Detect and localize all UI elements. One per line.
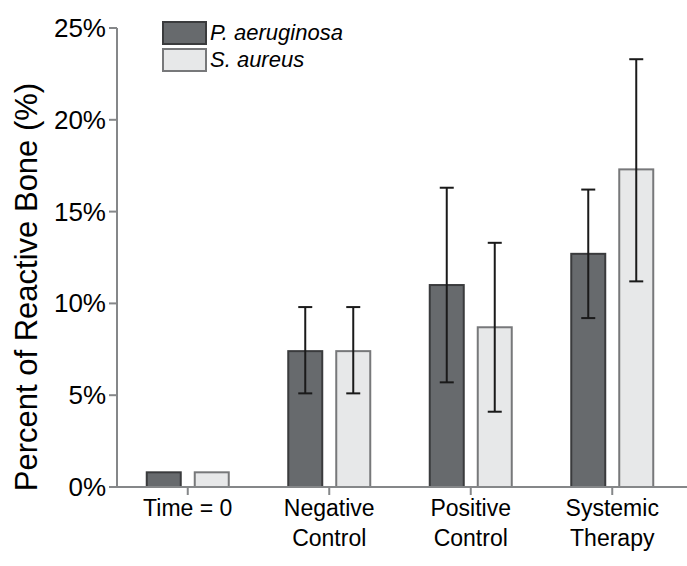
legend-label-p-aeruginosa: P. aeruginosa <box>210 22 343 44</box>
x-category-label-3-line-1: Therapy <box>570 525 655 551</box>
y-tick-label-5: 25% <box>54 13 106 43</box>
chart-canvas: 0% 5% 10% 15% 20% 25% Time = 0 Negative Control P… <box>0 0 687 566</box>
x-category-label-1-line-0: Negative <box>284 495 375 521</box>
x-category-label-0-line-0: Time = 0 <box>143 495 232 521</box>
x-category-label-3-line-0: Systemic <box>566 495 659 521</box>
y-tick-label-0: 0% <box>68 472 106 502</box>
y-tick-label-2: 10% <box>54 288 106 318</box>
x-category-label-2-line-0: Positive <box>430 495 511 521</box>
y-axis-title: Percent of Reactive Bone (%) <box>9 83 45 491</box>
legend: P. aeruginosa S. aureus <box>162 21 343 75</box>
x-category-label-1-line-1: Control <box>292 525 366 551</box>
y-tick-label-3: 15% <box>54 197 106 227</box>
bar-chart-figure: 0% 5% 10% 15% 20% 25% Time = 0 Negative Control P… <box>0 0 687 566</box>
legend-label-s-aureus: S. aureus <box>210 49 304 71</box>
x-category-label-2-line-1: Control <box>434 525 508 551</box>
y-tick-label-4: 20% <box>54 105 106 135</box>
y-tick-label-1: 5% <box>68 380 106 410</box>
legend-item-s-aureus: S. aureus <box>162 48 343 72</box>
legend-swatch-p-aeruginosa <box>162 21 207 45</box>
legend-item-p-aeruginosa: P. aeruginosa <box>162 21 343 45</box>
bar-0-0 <box>147 472 181 487</box>
bar-1-0 <box>195 472 229 487</box>
legend-swatch-s-aureus <box>162 48 207 72</box>
